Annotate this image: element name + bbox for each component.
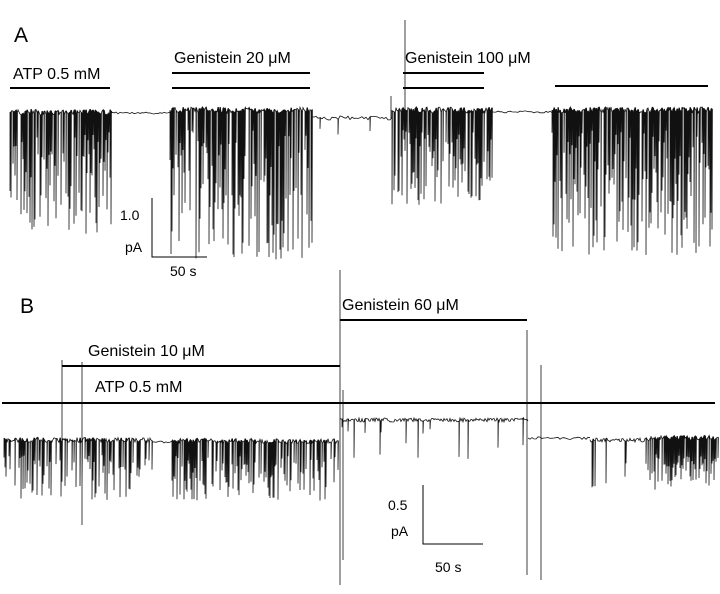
- scale-time-a: 50 s: [170, 263, 196, 279]
- label-genistein-60: Genistein 60 μM: [342, 297, 459, 314]
- panel-b: B Genistein 60 μM Genistein 10 μM ATP 0.…: [2, 270, 719, 585]
- scale-unit-b: pA: [391, 523, 409, 539]
- scale-unit-a: pA: [125, 239, 143, 255]
- scale-amp-b: 0.5: [388, 497, 408, 513]
- label-atp-a: ATP 0.5 mM: [13, 66, 100, 83]
- label-atp-b: ATP 0.5 mM: [95, 379, 182, 396]
- label-genistein-20: Genistein 20 μM: [174, 50, 291, 67]
- label-genistein-100: Genistein 100 μM: [405, 50, 531, 67]
- scale-bar-b: [422, 485, 483, 545]
- panel-a-letter: A: [14, 24, 28, 47]
- scale-bar-a: [151, 198, 207, 258]
- scale-amp-a: 1.0: [120, 207, 140, 223]
- current-trace-a: [9, 20, 713, 260]
- label-genistein-10: Genistein 10 μM: [88, 343, 205, 360]
- scale-time-b: 50 s: [435, 559, 461, 575]
- panel-b-letter: B: [20, 295, 34, 318]
- current-trace-b: [3, 270, 719, 585]
- panel-a: A ATP 0.5 mM Genistein 20 μM Genistein 1…: [9, 20, 713, 279]
